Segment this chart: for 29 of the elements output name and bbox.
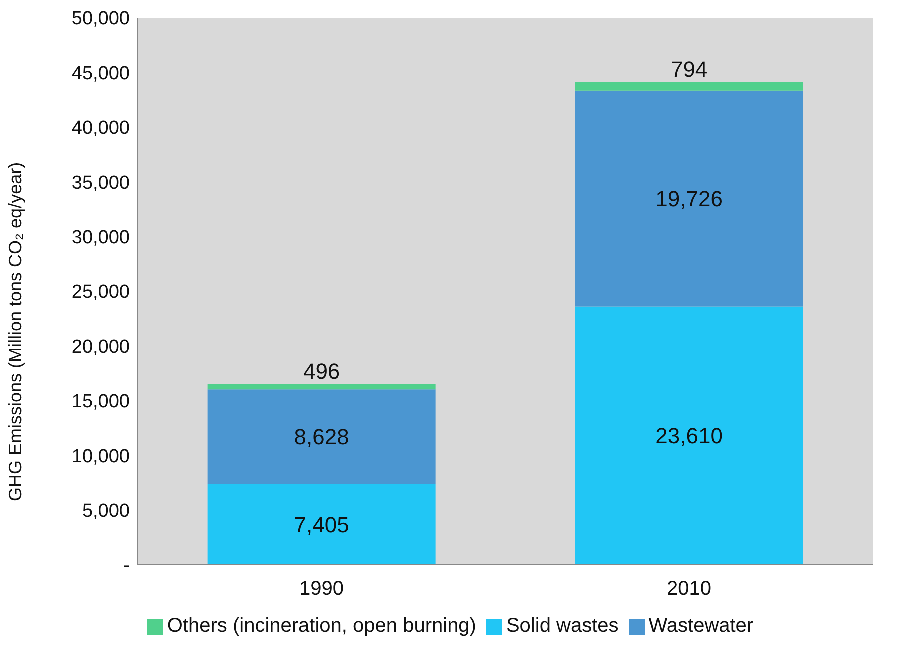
bar bbox=[575, 306, 804, 565]
y-tick-label: 15,000 bbox=[72, 392, 130, 413]
y-tick-label: - bbox=[124, 556, 130, 577]
data-label: 794 bbox=[670, 57, 708, 82]
bar bbox=[575, 90, 804, 307]
y-tick-label: 10,000 bbox=[72, 446, 130, 468]
x-tick-label: 1990 bbox=[300, 578, 344, 600]
data-label: 496 bbox=[303, 359, 340, 384]
legend-label: Wastewater bbox=[648, 615, 754, 637]
y-tick-label: 5,000 bbox=[82, 501, 130, 522]
data-label: 19,726 bbox=[656, 186, 723, 212]
y-tick-label: 25,000 bbox=[72, 282, 130, 304]
y-tick-label: 45,000 bbox=[72, 63, 130, 84]
data-label: 7,405 bbox=[294, 512, 350, 538]
y-tick-label: 50,000 bbox=[72, 8, 130, 30]
bar bbox=[208, 390, 436, 484]
legend-label: Solid wastes bbox=[506, 615, 619, 637]
bar bbox=[208, 484, 436, 565]
data-label: 23,610 bbox=[656, 424, 723, 449]
x-tick-label: 2010 bbox=[667, 578, 712, 600]
y-tick-label: 30,000 bbox=[72, 228, 130, 249]
bar bbox=[575, 82, 804, 91]
y-tick-label: 35,000 bbox=[72, 172, 130, 194]
data-label: 8,628 bbox=[294, 424, 350, 450]
y-tick-label: 20,000 bbox=[72, 336, 130, 358]
bar bbox=[208, 384, 436, 390]
y-tick-label: 40,000 bbox=[72, 118, 130, 140]
legend-label: Others (incineration, open burning) bbox=[167, 615, 476, 637]
y-axis-title: GHG Emissions (Million tons CO₂ eq/year) bbox=[5, 162, 26, 502]
